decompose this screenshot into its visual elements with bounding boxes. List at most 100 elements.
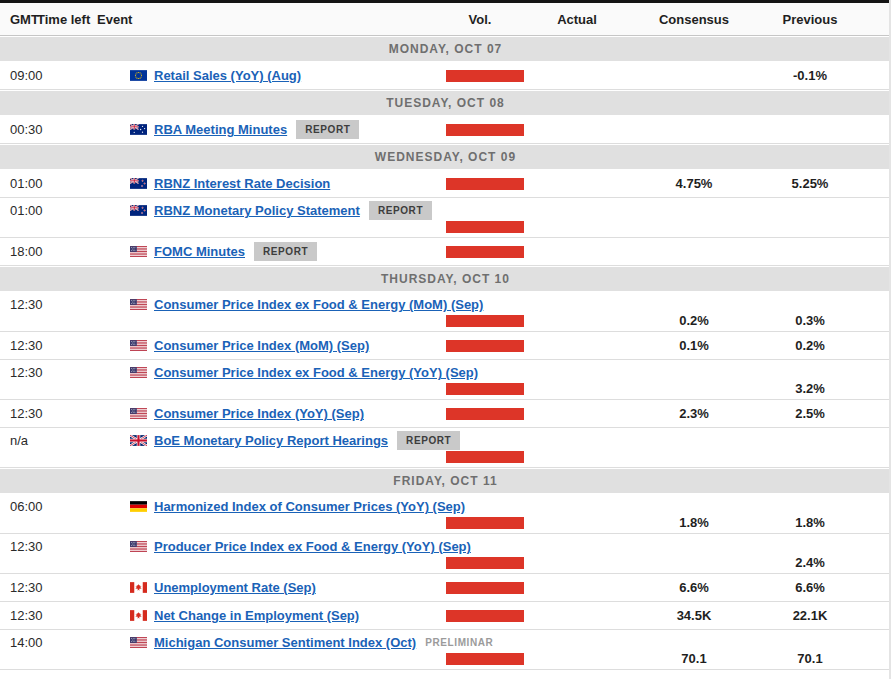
event-row: 14:00 Michigan Consumer Sentiment Index … bbox=[0, 630, 891, 670]
event-cell: RBNZ Monetary Policy Statement REPORT bbox=[97, 201, 891, 220]
event-time: 12:30 bbox=[0, 580, 37, 595]
event-cell: Consumer Price Index ex Food & Energy (M… bbox=[97, 297, 891, 312]
volume-cell bbox=[434, 610, 526, 622]
report-badge[interactable]: REPORT bbox=[369, 201, 432, 220]
volume-bar bbox=[446, 557, 524, 569]
event-cell: BoE Monetary Policy Report Hearings REPO… bbox=[97, 431, 891, 450]
preliminary-note: PRELIMINAR bbox=[425, 637, 493, 648]
consensus-value: 70.1 bbox=[628, 651, 760, 666]
ca-flag-icon bbox=[130, 610, 147, 621]
event-link[interactable]: RBNZ Interest Rate Decision bbox=[154, 176, 330, 191]
previous-value: 22.1K bbox=[760, 608, 860, 623]
event-row: 06:00 Harmonized Index of Consumer Price… bbox=[0, 494, 891, 534]
de-flag-icon bbox=[130, 501, 147, 512]
volume-bar bbox=[446, 610, 524, 622]
us-flag-icon bbox=[130, 340, 147, 351]
consensus-value: 0.2% bbox=[628, 313, 760, 328]
event-link[interactable]: Producer Price Index ex Food & Energy (Y… bbox=[154, 539, 471, 554]
economic-calendar: GMT Time left Event Vol. Actual Consensu… bbox=[0, 0, 891, 679]
consensus-value: 0.1% bbox=[628, 338, 760, 353]
day-label: TUESDAY, OCT 08 bbox=[386, 96, 505, 110]
event-row: 09:00 Retail Sales (YoY) (Aug) -0.1% bbox=[0, 62, 891, 90]
event-cell: Consumer Price Index (YoY) (Sep) bbox=[97, 406, 434, 421]
nz-flag-icon bbox=[130, 178, 147, 189]
event-row: 01:00 RBNZ Monetary Policy Statement REP… bbox=[0, 198, 891, 238]
volume-bar bbox=[446, 383, 524, 395]
au-flag-icon bbox=[130, 124, 147, 135]
volume-cell bbox=[434, 451, 526, 463]
column-header-row: GMT Time left Event Vol. Actual Consensu… bbox=[0, 3, 891, 36]
previous-value: 5.25% bbox=[760, 176, 860, 191]
consensus-value: 6.6% bbox=[628, 580, 760, 595]
event-link[interactable]: RBA Meeting Minutes bbox=[154, 122, 287, 137]
event-time: 01:00 bbox=[0, 176, 37, 191]
volume-cell bbox=[434, 557, 526, 569]
event-time: 01:00 bbox=[0, 203, 37, 218]
volume-bar bbox=[446, 124, 524, 136]
consensus-value: 34.5K bbox=[628, 608, 760, 623]
consensus-value: 1.8% bbox=[628, 515, 760, 530]
event-time: 12:30 bbox=[0, 406, 37, 421]
volume-cell bbox=[434, 517, 526, 529]
event-time: 12:30 bbox=[0, 297, 37, 312]
event-link[interactable]: Retail Sales (YoY) (Aug) bbox=[154, 68, 301, 83]
volume-bar bbox=[446, 315, 524, 327]
volume-bar bbox=[446, 178, 524, 190]
event-row: 12:30 Consumer Price Index (YoY) (Sep) 2… bbox=[0, 400, 891, 428]
event-row: n/a BoE Monetary Policy Report Hearings … bbox=[0, 428, 891, 468]
day-header: FRIDAY, OCT 11 bbox=[0, 468, 891, 494]
volume-bar bbox=[446, 582, 524, 594]
event-link[interactable]: Unemployment Rate (Sep) bbox=[154, 580, 316, 595]
us-flag-icon bbox=[130, 299, 147, 310]
event-link[interactable]: Consumer Price Index (MoM) (Sep) bbox=[154, 338, 369, 353]
event-link[interactable]: FOMC Minutes bbox=[154, 244, 245, 259]
event-link[interactable]: Michigan Consumer Sentiment Index (Oct) bbox=[154, 635, 416, 650]
event-link[interactable]: Consumer Price Index ex Food & Energy (M… bbox=[154, 297, 483, 312]
volume-cell bbox=[434, 340, 526, 352]
previous-value: 0.2% bbox=[760, 338, 860, 353]
event-time: 00:30 bbox=[0, 122, 37, 137]
event-link[interactable]: Harmonized Index of Consumer Prices (YoY… bbox=[154, 499, 465, 514]
volume-cell bbox=[434, 653, 526, 665]
event-time: n/a bbox=[0, 433, 37, 448]
volume-cell bbox=[434, 246, 526, 258]
previous-value: 70.1 bbox=[760, 651, 860, 666]
day-header: TUESDAY, OCT 08 bbox=[0, 90, 891, 116]
volume-cell bbox=[434, 383, 526, 395]
volume-bar bbox=[446, 70, 524, 82]
us-flag-icon bbox=[130, 408, 147, 419]
event-time: 12:30 bbox=[0, 539, 37, 554]
volume-bar bbox=[446, 653, 524, 665]
event-cell: Consumer Price Index ex Food & Energy (Y… bbox=[97, 365, 891, 380]
us-flag-icon bbox=[130, 541, 147, 552]
event-cell: Consumer Price Index (MoM) (Sep) bbox=[97, 338, 434, 353]
event-row: 12:30 Consumer Price Index ex Food & Ene… bbox=[0, 292, 891, 332]
report-badge[interactable]: REPORT bbox=[254, 242, 317, 261]
previous-value: 1.8% bbox=[760, 515, 860, 530]
volume-bar bbox=[446, 246, 524, 258]
event-link[interactable]: Consumer Price Index (YoY) (Sep) bbox=[154, 406, 364, 421]
report-badge[interactable]: REPORT bbox=[296, 120, 359, 139]
event-cell: Net Change in Employment (Sep) bbox=[97, 608, 434, 623]
column-header-vol: Vol. bbox=[434, 12, 526, 27]
event-time: 12:30 bbox=[0, 608, 37, 623]
us-flag-icon bbox=[130, 637, 147, 648]
event-link[interactable]: Consumer Price Index ex Food & Energy (Y… bbox=[154, 365, 478, 380]
event-row: 12:30 Net Change in Employment (Sep) 34.… bbox=[0, 602, 891, 630]
volume-bar bbox=[446, 340, 524, 352]
ca-flag-icon bbox=[130, 582, 147, 593]
event-time: 06:00 bbox=[0, 499, 37, 514]
event-row: 00:30 RBA Meeting Minutes REPORT bbox=[0, 116, 891, 144]
column-header-previous: Previous bbox=[760, 12, 860, 27]
event-row: 12:30 Consumer Price Index ex Food & Ene… bbox=[0, 360, 891, 400]
event-row: 12:30 Producer Price Index ex Food & Ene… bbox=[0, 534, 891, 574]
day-header: THURSDAY, OCT 10 bbox=[0, 266, 891, 292]
event-link[interactable]: RBNZ Monetary Policy Statement bbox=[154, 203, 360, 218]
volume-cell bbox=[434, 315, 526, 327]
column-header-consensus: Consensus bbox=[628, 12, 760, 27]
event-link[interactable]: Net Change in Employment (Sep) bbox=[154, 608, 359, 623]
us-flag-icon bbox=[130, 367, 147, 378]
gb-flag-icon bbox=[130, 435, 147, 446]
report-badge[interactable]: REPORT bbox=[397, 431, 460, 450]
event-link[interactable]: BoE Monetary Policy Report Hearings bbox=[154, 433, 388, 448]
